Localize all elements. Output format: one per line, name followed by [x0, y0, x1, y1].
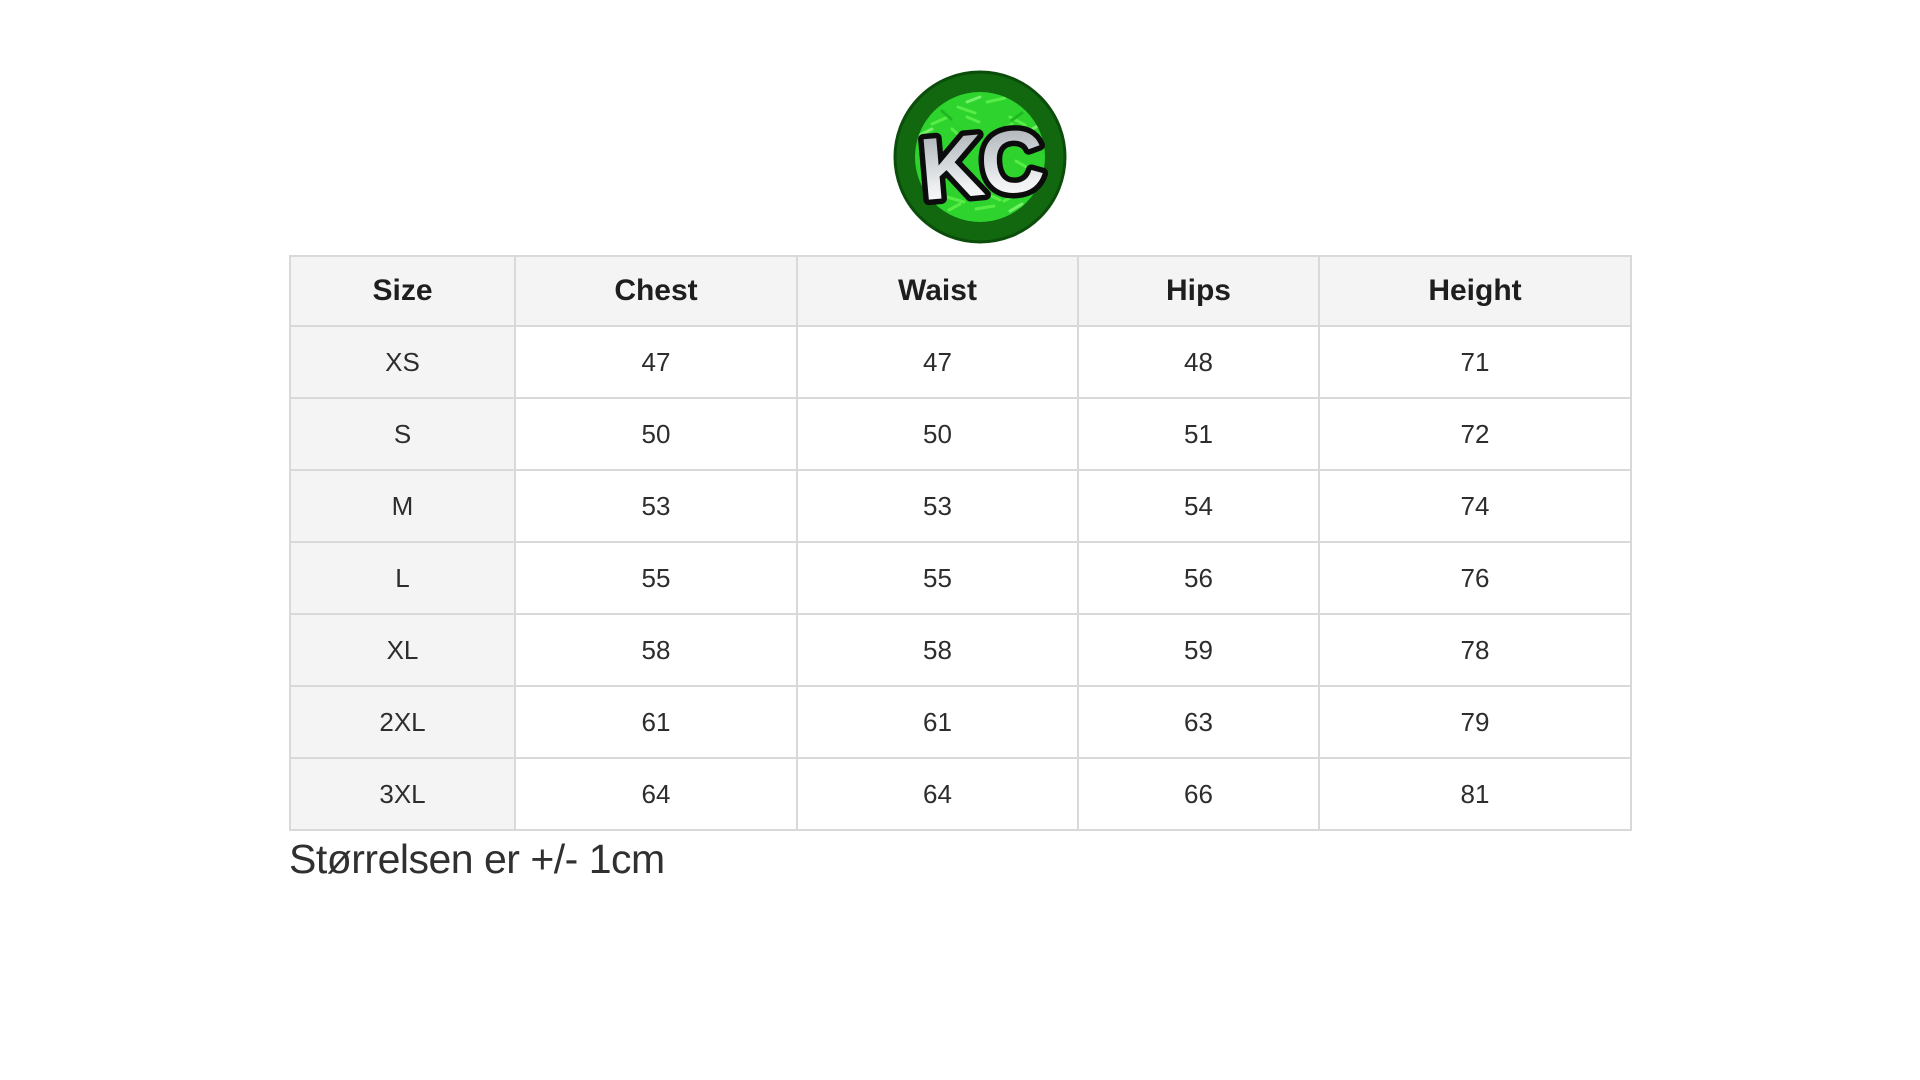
cell-height: 81: [1318, 757, 1632, 831]
logo-grass-texture: [918, 95, 1044, 213]
table-header-row: Size Chest Waist Hips Height: [289, 255, 1632, 327]
cell-hips: 59: [1077, 613, 1320, 687]
cell-height: 79: [1318, 685, 1632, 759]
cell-size: S: [289, 397, 516, 471]
cell-chest: 64: [514, 757, 798, 831]
table-row-s: S 50 50 51 72: [289, 397, 1632, 471]
table-row-2xl: 2XL 61 61 63 79: [289, 685, 1632, 759]
header-waist: Waist: [796, 255, 1079, 327]
header-height: Height: [1318, 255, 1632, 327]
brand-logo: KC: [892, 69, 1068, 245]
cell-height: 76: [1318, 541, 1632, 615]
cell-size: 2XL: [289, 685, 516, 759]
header-chest: Chest: [514, 255, 798, 327]
cell-hips: 56: [1077, 541, 1320, 615]
cell-size: XS: [289, 325, 516, 399]
cell-waist: 58: [796, 613, 1079, 687]
table-row-l: L 55 55 56 76: [289, 541, 1632, 615]
cell-chest: 50: [514, 397, 798, 471]
cell-chest: 53: [514, 469, 798, 543]
cell-chest: 47: [514, 325, 798, 399]
cell-height: 78: [1318, 613, 1632, 687]
cell-chest: 61: [514, 685, 798, 759]
cell-hips: 63: [1077, 685, 1320, 759]
cell-size: XL: [289, 613, 516, 687]
cell-hips: 54: [1077, 469, 1320, 543]
table-row-m: M 53 53 54 74: [289, 469, 1632, 543]
cell-hips: 66: [1077, 757, 1320, 831]
kc-logo-icon: KC: [893, 70, 1067, 244]
cell-hips: 48: [1077, 325, 1320, 399]
cell-waist: 47: [796, 325, 1079, 399]
cell-size: M: [289, 469, 516, 543]
cell-waist: 55: [796, 541, 1079, 615]
cell-size: 3XL: [289, 757, 516, 831]
cell-height: 72: [1318, 397, 1632, 471]
logo-text: KC: [916, 110, 1047, 219]
cell-height: 74: [1318, 469, 1632, 543]
cell-waist: 64: [796, 757, 1079, 831]
header-size: Size: [289, 255, 516, 327]
table-row-3xl: 3XL 64 64 66 81: [289, 757, 1632, 831]
size-tolerance-note: Størrelsen er +/- 1cm: [289, 836, 665, 882]
header-hips: Hips: [1077, 255, 1320, 327]
cell-waist: 61: [796, 685, 1079, 759]
table-row-xl: XL 58 58 59 78: [289, 613, 1632, 687]
cell-waist: 53: [796, 469, 1079, 543]
table-row-xs: XS 47 47 48 71: [289, 325, 1632, 399]
cell-chest: 58: [514, 613, 798, 687]
size-chart-table: Size Chest Waist Hips Height XS 47 47 48…: [289, 255, 1632, 831]
cell-waist: 50: [796, 397, 1079, 471]
cell-chest: 55: [514, 541, 798, 615]
cell-size: L: [289, 541, 516, 615]
cell-height: 71: [1318, 325, 1632, 399]
cell-hips: 51: [1077, 397, 1320, 471]
